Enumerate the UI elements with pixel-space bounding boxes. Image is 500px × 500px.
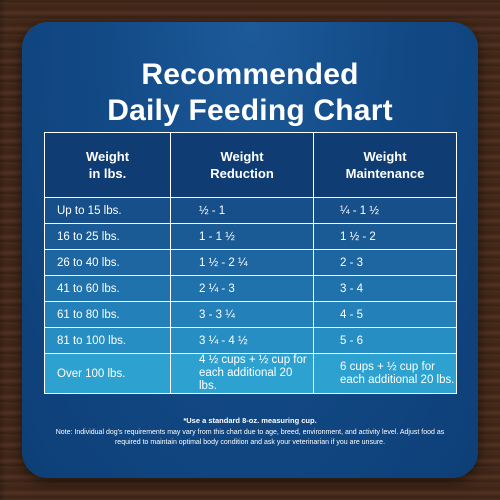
cell-weight: 26 to 40 lbs. [44,249,171,276]
disclaimer-note: Note: Individual dog's requirements may … [55,429,445,446]
header-weight: Weight in lbs. [44,132,171,198]
cell-reduction: 1 ½ - 2 ¼ [170,249,314,276]
cell-maintenance: 4 - 5 [313,301,457,328]
table-header-row: Weight in lbs. Weight Reduction Weight M… [44,132,457,198]
cell-maintenance: 6 cups + ½ cup for each additional 20 lb… [313,353,457,394]
cell-reduction: 1 - 1 ½ [170,223,314,250]
cell-weight: Over 100 lbs. [44,353,171,394]
cell-weight: 16 to 25 lbs. [44,223,171,250]
cell-weight: Up to 15 lbs. [44,197,171,224]
cell-reduction: ½ - 1 [170,197,314,224]
table-row: 16 to 25 lbs. 1 - 1 ½ 1 ½ - 2 [44,223,457,250]
cell-reduction: 3 - 3 ¼ [170,301,314,328]
chart-title-line2: Daily Feeding Chart [107,94,393,127]
measuring-cup-note: *Use a standard 8-oz. measuring cup. [183,416,317,425]
table-row: 81 to 100 lbs. 3 ¼ - 4 ½ 5 - 6 [44,327,457,354]
header-reduction: Weight Reduction [170,132,314,198]
table-row: 26 to 40 lbs. 1 ½ - 2 ¼ 2 - 3 [44,249,457,276]
cell-weight: 81 to 100 lbs. [44,327,171,354]
cell-maintenance: ¼ - 1 ½ [313,197,457,224]
cell-reduction: 3 ¼ - 4 ½ [170,327,314,354]
cell-maintenance: 1 ½ - 2 [313,223,457,250]
table-row: Up to 15 lbs. ½ - 1 ¼ - 1 ½ [44,197,457,224]
chart-title-line1: Recommended [141,58,359,91]
table-row: 61 to 80 lbs. 3 - 3 ¼ 4 - 5 [44,301,457,328]
feeding-table: Weight in lbs. Weight Reduction Weight M… [44,132,457,394]
feeding-chart-card: Recommended Daily Feeding Chart Weight i… [22,22,478,478]
cell-reduction: 4 ½ cups + ½ cup for each additional 20 … [170,353,314,394]
cell-maintenance: 3 - 4 [313,275,457,302]
cell-reduction: 2 ¼ - 3 [170,275,314,302]
cell-weight: 61 to 80 lbs. [44,301,171,328]
table-row: Over 100 lbs. 4 ½ cups + ½ cup for each … [44,353,457,394]
header-maintenance: Weight Maintenance [313,132,457,198]
cell-weight: 41 to 60 lbs. [44,275,171,302]
cell-maintenance: 5 - 6 [313,327,457,354]
cell-maintenance: 2 - 3 [313,249,457,276]
table-row: 41 to 60 lbs. 2 ¼ - 3 3 - 4 [44,275,457,302]
